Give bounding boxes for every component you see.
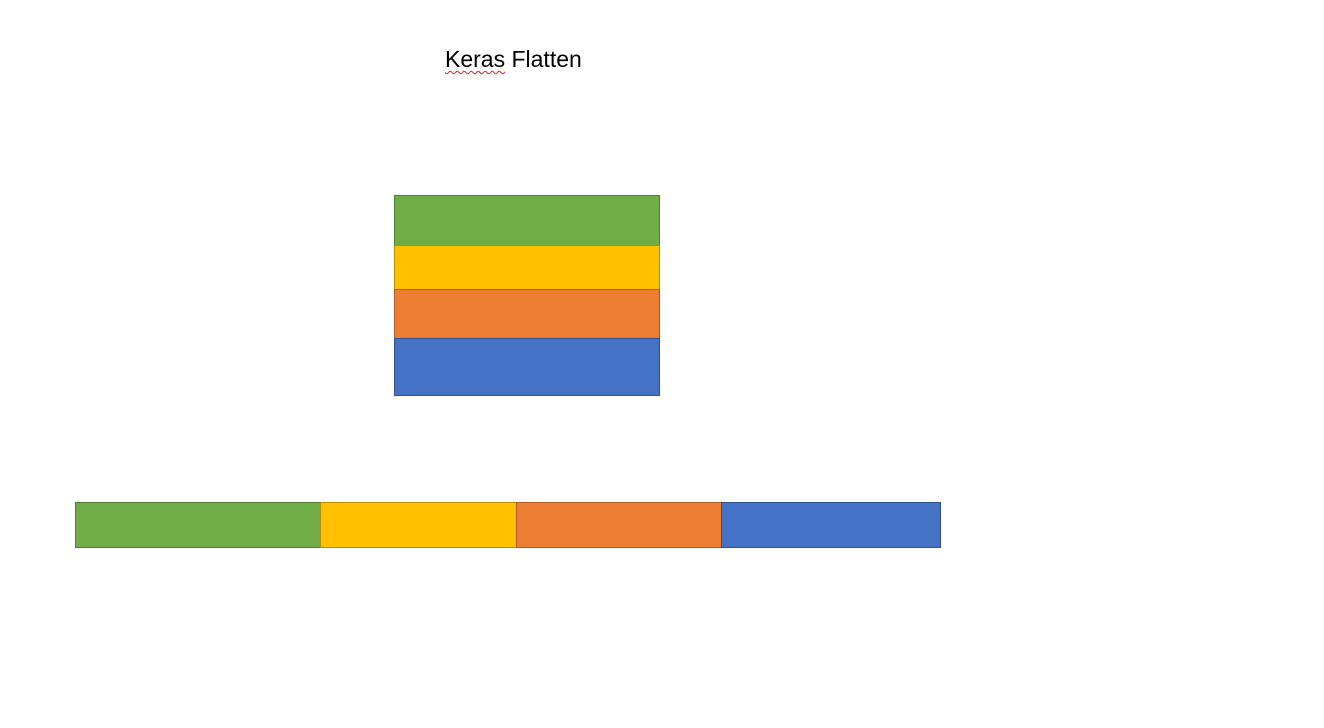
stacked-tensor [394, 195, 660, 396]
flattened-tensor [75, 502, 941, 548]
stacked-row-yellow [394, 245, 660, 290]
flat-segment-blue [721, 502, 941, 548]
stacked-row-green [394, 195, 660, 246]
flat-segment-yellow [320, 502, 517, 548]
flat-segment-green [75, 502, 321, 548]
stacked-row-blue [394, 338, 660, 396]
title-word-keras: Keras [445, 46, 506, 72]
flat-segment-orange [516, 502, 722, 548]
stacked-row-orange [394, 289, 660, 339]
diagram-title: Keras Flatten [445, 44, 582, 74]
title-word-flatten: Flatten [511, 46, 582, 72]
